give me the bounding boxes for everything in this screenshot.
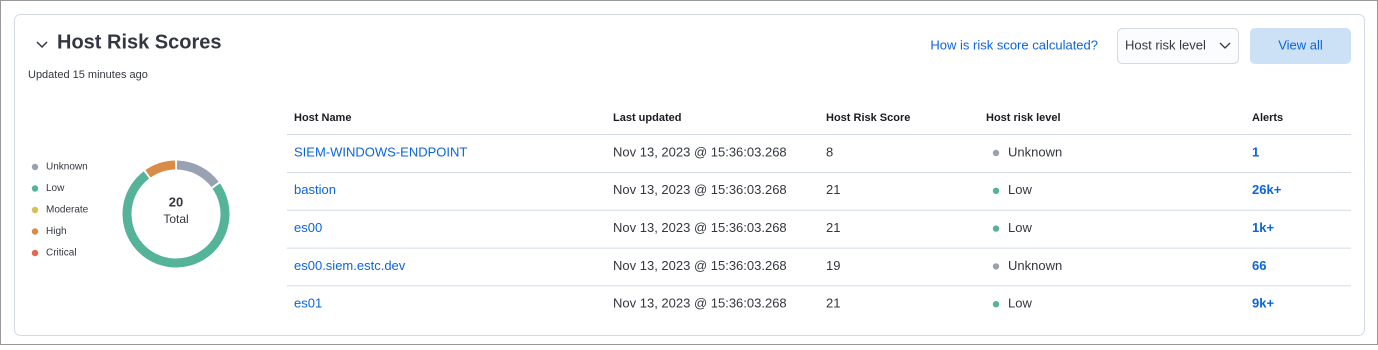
last-updated: Nov 13, 2023 @ 15:36:03.268 [613, 220, 787, 235]
legend-label: Low [46, 183, 65, 194]
risk-level: Low [1008, 220, 1032, 235]
risk-dot [992, 187, 1000, 194]
donut-segment [122, 171, 230, 268]
alerts[interactable]: 9k+ [1252, 296, 1274, 311]
alerts[interactable]: 66 [1252, 258, 1266, 273]
legend-label: Unknown [46, 162, 88, 173]
select-caret [1219, 42, 1231, 49]
legend-swatch [31, 185, 39, 192]
select[interactable] [1117, 28, 1239, 64]
host-name[interactable]: bastion [294, 182, 336, 197]
updated: Updated 15 minutes ago [28, 69, 148, 81]
legend-swatch [31, 163, 39, 171]
legend-label: High [46, 226, 67, 237]
risk-level: Unknown [1008, 144, 1062, 159]
risk-score: 21 [826, 296, 840, 311]
donut-segment [145, 160, 176, 178]
risk-score: 8 [826, 144, 833, 159]
legend-swatch [31, 206, 39, 214]
risk-dot [992, 225, 1000, 232]
view-all-button[interactable] [1250, 28, 1351, 64]
last-updated: Nov 13, 2023 @ 15:36:03.268 [613, 144, 787, 159]
risk-score: 21 [826, 182, 840, 197]
risk-score: 19 [826, 258, 840, 273]
column-header: Alerts [1252, 112, 1283, 124]
help-link[interactable]: How is risk score calculated? [930, 37, 1098, 52]
risk-score: 21 [826, 220, 840, 235]
column-header: Host Risk Score [826, 112, 910, 124]
risk-level: Low [1008, 296, 1032, 311]
donut-segment [176, 160, 219, 188]
last-updated: Nov 13, 2023 @ 15:36:03.268 [613, 296, 787, 311]
risk-level: Unknown [1008, 258, 1062, 273]
alerts[interactable]: 1 [1252, 144, 1259, 159]
collapse-icon[interactable] [36, 41, 48, 49]
view-all-label: View all [1278, 37, 1323, 52]
title: Host Risk Scores [57, 31, 222, 53]
column-header: Host Name [294, 112, 351, 124]
legend-swatch [31, 228, 39, 235]
column-header: Last updated [613, 112, 681, 124]
donut-total-label: Total [163, 212, 188, 226]
risk-dot [992, 263, 1000, 270]
alerts[interactable]: 26k+ [1252, 182, 1282, 197]
host-name[interactable]: es00 [294, 220, 322, 235]
select-label: Host risk level [1125, 37, 1206, 52]
legend-label: Critical [46, 248, 77, 259]
alerts[interactable]: 1k+ [1252, 220, 1274, 235]
column-header: Host risk level [986, 112, 1061, 124]
last-updated: Nov 13, 2023 @ 15:36:03.268 [613, 258, 787, 273]
legend-label: Moderate [46, 205, 89, 216]
donut-total: 20 [169, 194, 183, 209]
last-updated: Nov 13, 2023 @ 15:36:03.268 [613, 182, 787, 197]
risk-level: Low [1008, 182, 1032, 197]
host-name[interactable]: es00.siem.estc.dev [294, 258, 406, 273]
legend-swatch [31, 249, 39, 257]
panel [14, 14, 1365, 336]
host-name[interactable]: es01 [294, 296, 322, 311]
risk-dot [992, 149, 1000, 157]
risk-dot [992, 301, 1000, 308]
host-name[interactable]: SIEM-WINDOWS-ENDPOINT [294, 144, 467, 159]
